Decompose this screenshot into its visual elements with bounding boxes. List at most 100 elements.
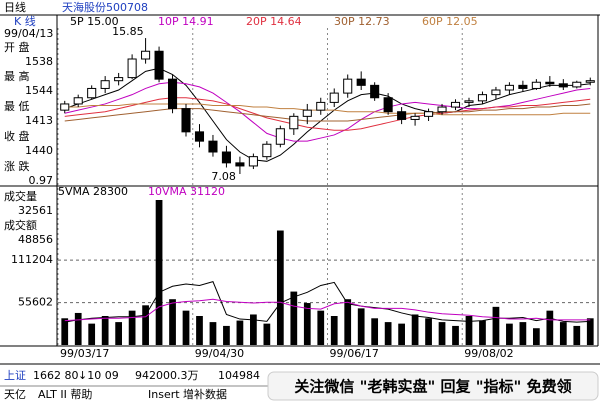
candle-body bbox=[410, 115, 420, 120]
candle-label: K 线 bbox=[14, 14, 36, 28]
insert-hint[interactable]: Insert 增补数据 bbox=[148, 387, 227, 401]
candle-body bbox=[73, 97, 83, 105]
info-value: 1544 bbox=[25, 84, 53, 97]
candle-body bbox=[275, 128, 285, 145]
candle-body bbox=[424, 111, 434, 117]
info-label: 最 高 bbox=[4, 69, 30, 83]
volume-bar bbox=[546, 310, 554, 345]
candle-body bbox=[127, 58, 137, 79]
candle-body bbox=[343, 78, 353, 94]
candle-body bbox=[114, 77, 124, 82]
volume-bar bbox=[169, 299, 176, 345]
volume-bar bbox=[465, 316, 473, 345]
volume-bar bbox=[425, 318, 432, 345]
volume-bar bbox=[492, 306, 500, 345]
info-date: 99/04/13 bbox=[4, 27, 53, 40]
volume-bar bbox=[384, 322, 392, 345]
legend-entry: 5P 15.00 bbox=[70, 15, 119, 28]
candle-body bbox=[585, 80, 595, 83]
candle-body bbox=[518, 84, 528, 89]
info-label: 收 盘 bbox=[4, 129, 30, 143]
candle-body bbox=[208, 140, 218, 153]
ma-line bbox=[64, 103, 591, 122]
x-tick-label: 99/04/30 bbox=[195, 347, 244, 360]
volume-ma-line bbox=[64, 298, 591, 322]
index-amount: 942000.3万 bbox=[135, 369, 199, 382]
high-annotation: 15.85 bbox=[112, 25, 144, 38]
volume-bar bbox=[586, 318, 594, 345]
watermark: 关注微信 "老韩实盘" 回复 "指标" 免费领 bbox=[294, 378, 571, 396]
candle-body bbox=[87, 87, 97, 99]
volume-bar bbox=[101, 316, 109, 345]
volume-bar bbox=[182, 310, 190, 345]
volume-bar bbox=[317, 310, 325, 345]
ma-line bbox=[64, 81, 591, 142]
info-label: 开 盘 bbox=[4, 40, 30, 54]
y-tick-label: 55602 bbox=[18, 296, 53, 309]
candle-body bbox=[167, 78, 178, 110]
candle-body bbox=[504, 84, 514, 91]
y-tick-label: 111204 bbox=[11, 253, 53, 266]
candle-body bbox=[477, 94, 488, 102]
x-tick-label: 99/06/17 bbox=[330, 347, 379, 360]
volume-bar bbox=[115, 322, 123, 345]
legend-entry: 10VMA 31120 bbox=[148, 185, 225, 198]
candle-body bbox=[531, 81, 541, 89]
candle-body bbox=[262, 143, 272, 158]
candle-body bbox=[437, 106, 447, 113]
info-value: 32561 bbox=[18, 204, 53, 217]
info-value: 1538 bbox=[25, 55, 53, 68]
candle-body bbox=[397, 111, 407, 120]
candle-body bbox=[450, 101, 461, 108]
help-hint[interactable]: ALT II 帮助 bbox=[38, 387, 92, 401]
candle-body bbox=[329, 92, 339, 103]
volume-bar bbox=[519, 322, 527, 345]
legend-entry: 5VMA 28300 bbox=[58, 185, 128, 198]
volume-bar bbox=[506, 323, 513, 345]
candle-body bbox=[221, 151, 231, 164]
candle-body bbox=[181, 108, 191, 133]
candle-body bbox=[154, 50, 164, 80]
app-name: 天亿 bbox=[4, 388, 26, 401]
legend-entry: 30P 12.73 bbox=[334, 15, 390, 28]
volume-bar bbox=[532, 328, 540, 345]
candle-body bbox=[491, 89, 501, 96]
candle-body bbox=[100, 80, 110, 89]
info-value: 1413 bbox=[25, 114, 53, 127]
candle-body bbox=[289, 115, 299, 130]
candle-body bbox=[235, 162, 245, 167]
x-tick-label: 99/03/17 bbox=[60, 347, 109, 360]
candle-body bbox=[572, 81, 582, 88]
volume-bar bbox=[559, 322, 567, 345]
index-value: 1662 80 bbox=[33, 369, 79, 382]
info-value: 1440 bbox=[25, 144, 53, 157]
volume-bar bbox=[209, 322, 217, 345]
volume-bar bbox=[411, 314, 419, 345]
volume-bar bbox=[573, 325, 581, 345]
volume-bar bbox=[344, 299, 352, 345]
info-value: 48856 bbox=[18, 233, 53, 246]
volume-bar bbox=[263, 323, 271, 345]
index-name: 上证 bbox=[4, 369, 26, 382]
volume-bar bbox=[452, 325, 459, 345]
candle-body bbox=[383, 97, 393, 113]
index-change: ↓10 09 bbox=[78, 369, 119, 382]
ma-line bbox=[64, 103, 591, 116]
watermark-box bbox=[267, 371, 599, 401]
volume-bar bbox=[223, 325, 230, 345]
low-annotation: 7.08 bbox=[211, 170, 236, 183]
volume-bar bbox=[142, 305, 149, 345]
info-label: 成交量 bbox=[4, 189, 37, 203]
volume-bar bbox=[155, 200, 163, 345]
info-label: 最 低 bbox=[4, 100, 30, 113]
candle-body bbox=[316, 101, 326, 111]
candle-body bbox=[302, 109, 312, 117]
candle-body bbox=[370, 84, 380, 99]
volume-bar bbox=[479, 320, 486, 345]
stock-name: 天海股份500708 bbox=[62, 0, 148, 14]
volume-bar bbox=[74, 312, 82, 345]
volume-bar bbox=[371, 318, 379, 345]
volume-bar bbox=[303, 303, 311, 345]
